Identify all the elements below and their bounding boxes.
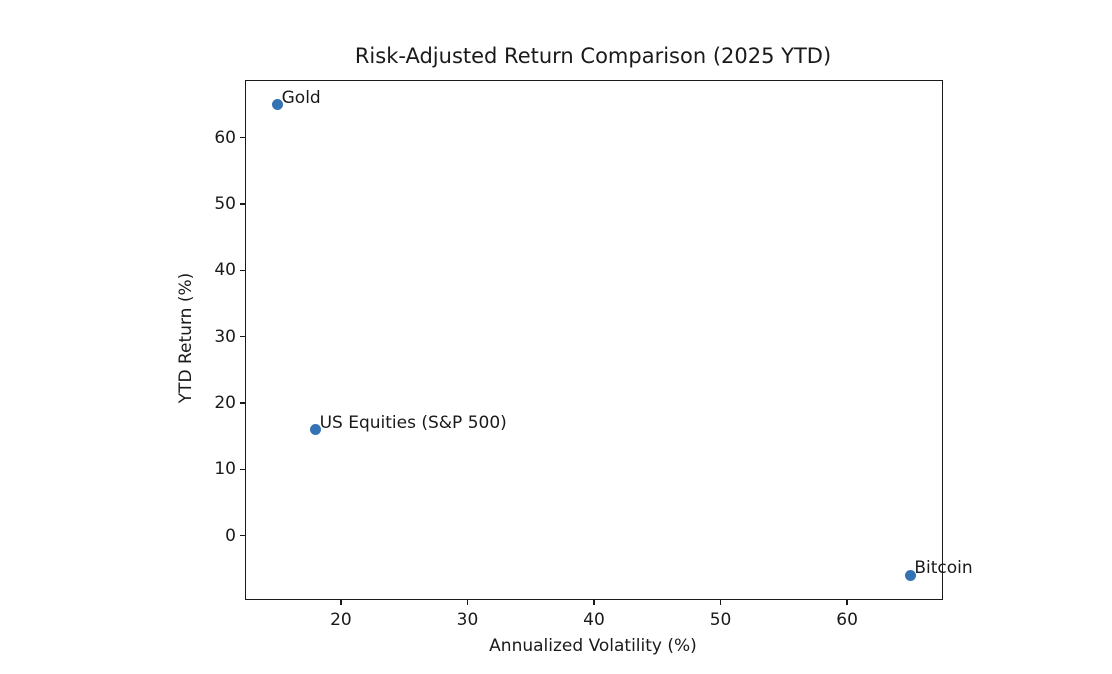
x-tick-mark-30 [466, 599, 469, 605]
y-tick-label-10: 10 [214, 459, 236, 480]
data-point-label-bitcoin: Bitcoin [914, 558, 973, 579]
y-tick-label-60: 60 [214, 127, 236, 148]
x-tick-label-50: 50 [709, 610, 732, 630]
x-tick-label-60: 60 [836, 610, 858, 630]
plot-area: 20 30 40 50 60 0 10 20 30 40 50 60 Gold US Equities (… [214, 80, 973, 630]
y-axis-label: YTD Return (%) [176, 272, 196, 404]
y-tick-mark-60 [240, 136, 246, 139]
x-axis-label: Annualized Volatility (%) [489, 636, 697, 656]
data-point-us-equities-s-p-500 [310, 424, 322, 436]
x-tick-mark-60 [846, 599, 848, 605]
data-point-gold [272, 99, 284, 111]
y-tick-label-0: 0 [225, 525, 236, 546]
x-tick-mark-50 [719, 599, 722, 605]
y-tick-label-20: 20 [214, 393, 236, 413]
x-tick-mark-40 [593, 599, 595, 605]
x-tick-label-40: 40 [583, 610, 605, 630]
x-tick-mark-20 [340, 599, 342, 605]
data-point-bitcoin [904, 569, 916, 581]
x-tick-label-20: 20 [330, 610, 352, 630]
data-point-label-us-equities-s-p-500: US Equities (S&P 500) [319, 412, 507, 433]
y-tick-mark-30 [240, 335, 246, 338]
chart-title: Risk-Adjusted Return Comparison (2025 YT… [354, 44, 832, 68]
y-tick-mark-40 [240, 269, 246, 272]
y-tick-label-50: 50 [214, 194, 236, 215]
y-tick-label-40: 40 [214, 260, 236, 281]
y-tick-mark-50 [240, 203, 246, 205]
y-tick-mark-20 [240, 402, 246, 404]
data-point-label-gold: Gold [281, 87, 321, 108]
y-tick-label-30: 30 [214, 326, 236, 347]
y-tick-mark-10 [240, 468, 246, 471]
x-tick-label-30: 30 [456, 610, 479, 630]
y-tick-mark-0 [240, 534, 246, 537]
